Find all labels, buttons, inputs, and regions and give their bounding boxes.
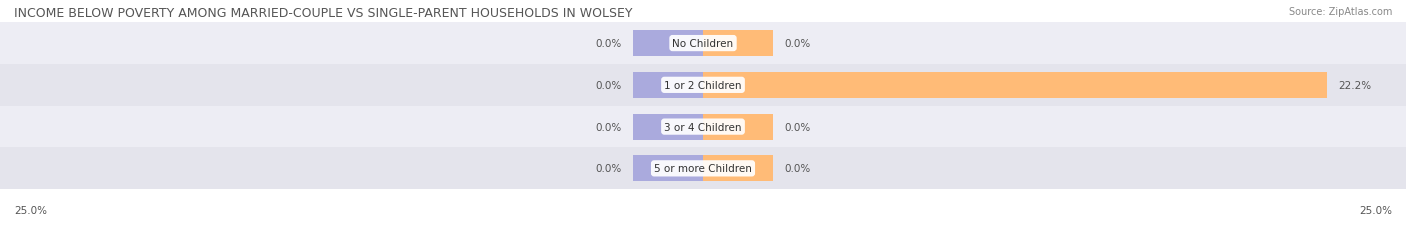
Bar: [703, 156, 773, 182]
Bar: [703, 114, 773, 140]
Text: 0.0%: 0.0%: [595, 80, 621, 91]
Text: 22.2%: 22.2%: [1339, 80, 1372, 91]
Text: 1 or 2 Children: 1 or 2 Children: [664, 80, 742, 91]
Text: 0.0%: 0.0%: [595, 122, 621, 132]
Text: 25.0%: 25.0%: [14, 205, 46, 215]
Text: 0.0%: 0.0%: [595, 39, 621, 49]
Bar: [0, 65, 1406, 106]
Bar: [703, 73, 1327, 98]
Text: Source: ZipAtlas.com: Source: ZipAtlas.com: [1288, 7, 1392, 17]
Text: 25.0%: 25.0%: [1360, 205, 1392, 215]
Bar: [703, 31, 773, 57]
Bar: [633, 73, 703, 98]
Text: 0.0%: 0.0%: [785, 164, 811, 174]
Bar: [633, 31, 703, 57]
Bar: [633, 114, 703, 140]
Text: 0.0%: 0.0%: [785, 39, 811, 49]
Text: 0.0%: 0.0%: [595, 164, 621, 174]
Text: 3 or 4 Children: 3 or 4 Children: [664, 122, 742, 132]
Text: No Children: No Children: [672, 39, 734, 49]
Bar: [633, 156, 703, 182]
Bar: [0, 148, 1406, 189]
Bar: [0, 106, 1406, 148]
Bar: [0, 23, 1406, 65]
Text: 0.0%: 0.0%: [785, 122, 811, 132]
Text: INCOME BELOW POVERTY AMONG MARRIED-COUPLE VS SINGLE-PARENT HOUSEHOLDS IN WOLSEY: INCOME BELOW POVERTY AMONG MARRIED-COUPL…: [14, 7, 633, 20]
Text: 5 or more Children: 5 or more Children: [654, 164, 752, 174]
